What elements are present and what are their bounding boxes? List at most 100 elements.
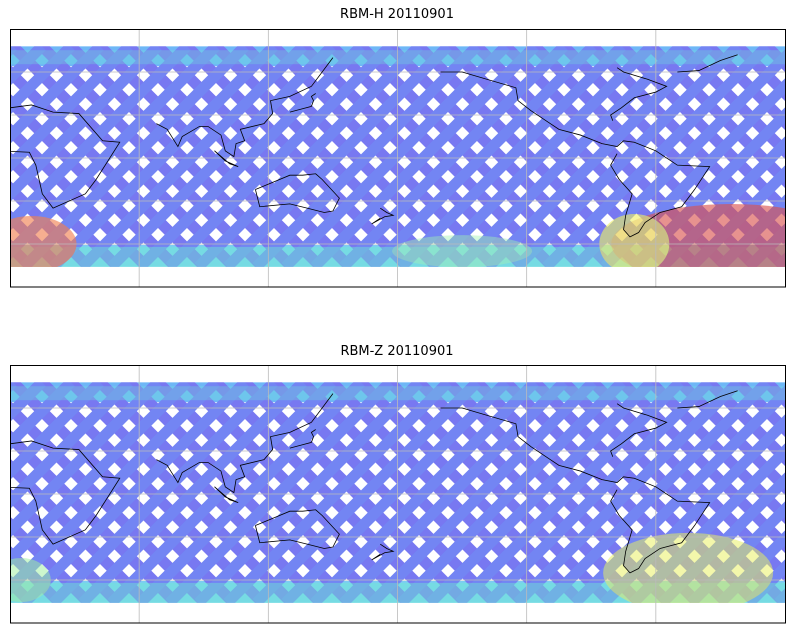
swath-descending [38, 46, 267, 267]
coastline [610, 67, 668, 121]
swath-descending [241, 382, 470, 603]
swath-ascending [78, 382, 307, 603]
swath-descending [96, 46, 325, 267]
coastline [214, 486, 239, 503]
swath-ascending [10, 382, 133, 509]
swath-descending [270, 382, 499, 603]
swath-descending [676, 382, 785, 495]
swath-ascending [194, 382, 423, 603]
swath-ascending [281, 46, 510, 267]
swath-ascending [49, 46, 278, 267]
swath-ascending [513, 382, 742, 603]
swath-descending [705, 382, 785, 466]
coastline [156, 57, 334, 158]
swath-ascending [20, 382, 249, 603]
swath-descending [734, 382, 785, 437]
swath-descending [328, 46, 557, 267]
axes-frame [10, 365, 786, 624]
map-panel-rbm-h [10, 29, 786, 288]
swath-ascending [165, 382, 394, 603]
swath-ascending [397, 46, 626, 267]
swath-ascending [10, 382, 191, 567]
swath-descending [270, 46, 499, 267]
swath-descending [618, 46, 785, 217]
swath-descending [386, 46, 615, 267]
coastline [255, 509, 340, 549]
swath-descending [676, 46, 785, 159]
swath-descending [647, 382, 785, 524]
swath-ascending [368, 46, 597, 267]
swath-descending [10, 516, 93, 603]
swath-descending [10, 46, 238, 267]
swath-ascending [252, 382, 481, 603]
swath-descending [183, 382, 412, 603]
swath-descending [38, 382, 267, 603]
swath-descending [67, 382, 296, 603]
swath-descending [299, 382, 528, 603]
swath-ascending [455, 46, 684, 267]
swath-ascending [339, 382, 568, 603]
swath-descending [415, 382, 644, 603]
swath-descending [67, 46, 296, 267]
swath-descending [386, 382, 615, 603]
swath-descending [125, 46, 354, 267]
coastline [10, 440, 121, 545]
swath-ascending [426, 382, 655, 603]
coastline [289, 93, 316, 113]
coastline [371, 543, 395, 561]
mid-anomaly [392, 235, 533, 267]
coastline [677, 54, 738, 73]
swath-ascending [513, 46, 742, 267]
panel-title-bottom: RBM-Z 20110901 [340, 344, 454, 359]
swath-ascending [10, 46, 133, 173]
swath-layer [10, 46, 785, 267]
hot-anomaly-west [10, 216, 77, 267]
coastline [677, 390, 738, 409]
swath-descending [96, 382, 325, 603]
coastline [10, 104, 121, 209]
swath-descending [10, 400, 209, 603]
coastline [440, 407, 711, 574]
swath-ascending [10, 46, 104, 144]
swath-descending [705, 46, 785, 130]
coastline [371, 207, 395, 225]
swath-descending [10, 487, 122, 603]
swath-ascending [136, 46, 365, 267]
swath-descending [618, 382, 785, 553]
swath-ascending [10, 46, 191, 231]
swath-descending [212, 46, 441, 267]
swath-ascending [10, 382, 75, 451]
swath-descending [299, 46, 528, 267]
swath-descending [10, 122, 151, 267]
swath-ascending [49, 382, 278, 603]
swath-ascending [368, 382, 597, 603]
swath-descending [10, 64, 209, 267]
swath-ascending [542, 382, 771, 603]
swath-descending [10, 458, 151, 603]
swath-descending [10, 151, 122, 267]
coastline [440, 71, 711, 238]
swath-ascending [10, 46, 75, 115]
swath-ascending [10, 382, 162, 538]
coastline [289, 429, 316, 449]
map-panel-rbm-z [10, 365, 786, 624]
warm-anomaly-southatlantic [603, 532, 774, 603]
swath-ascending [484, 46, 713, 267]
swath-descending [241, 46, 470, 267]
swath-ascending [484, 382, 713, 603]
swath-ascending [136, 382, 365, 603]
swath-ascending [455, 382, 684, 603]
axes-frame [10, 29, 786, 288]
swath-ascending [281, 382, 510, 603]
coastline [156, 393, 334, 494]
swath-ascending [165, 46, 394, 267]
coastline [255, 173, 340, 213]
swath-ascending [223, 46, 452, 267]
swath-descending [734, 46, 785, 101]
swath-ascending [426, 46, 655, 267]
swath-ascending [194, 46, 423, 267]
coastline [610, 403, 668, 457]
swath-ascending [223, 382, 452, 603]
swath-ascending [542, 46, 771, 267]
swath-descending [328, 382, 557, 603]
